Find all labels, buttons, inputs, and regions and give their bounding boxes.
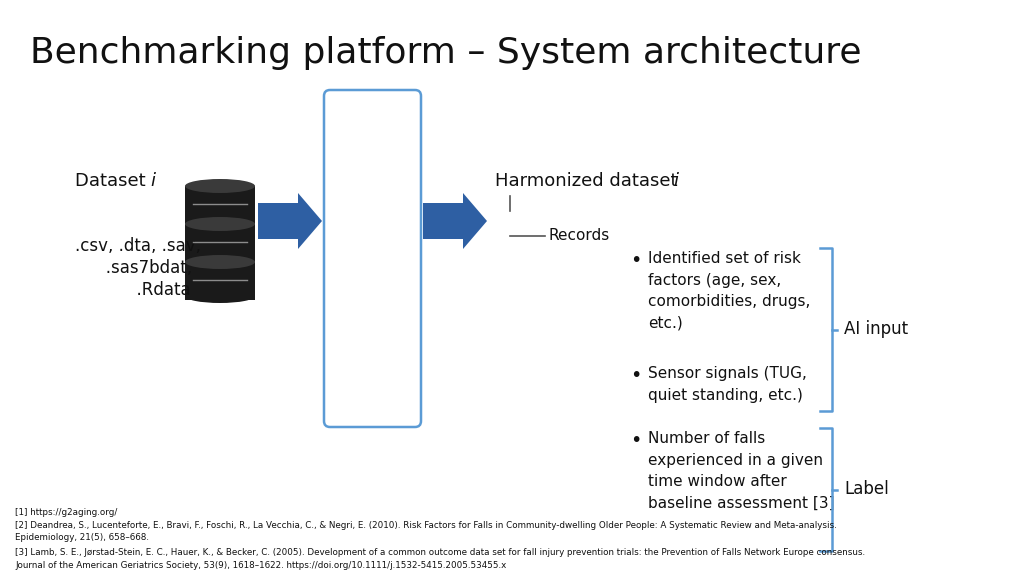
Ellipse shape [185,255,255,269]
Text: •: • [630,251,641,270]
Text: i: i [150,172,155,190]
Text: Benchmarking platform – System architecture: Benchmarking platform – System architect… [30,36,861,70]
Polygon shape [423,193,487,249]
Text: i: i [375,256,390,260]
Text: Harmonization script: Harmonization script [359,176,374,340]
Text: i: i [673,172,678,190]
Text: Dataset: Dataset [75,172,152,190]
FancyBboxPatch shape [324,90,421,427]
Text: •: • [630,366,641,385]
Text: .csv, .dta, .sav,: .csv, .dta, .sav, [75,237,201,255]
Ellipse shape [185,289,255,303]
FancyBboxPatch shape [185,186,255,224]
Polygon shape [258,193,322,249]
Text: Number of falls
experienced in a given
time window after
baseline assessment [3]: Number of falls experienced in a given t… [648,431,835,511]
Text: .Rdata: .Rdata [105,281,190,299]
FancyBboxPatch shape [185,262,255,300]
Text: Sensor signals (TUG,
quiet standing, etc.): Sensor signals (TUG, quiet standing, etc… [648,366,807,403]
Ellipse shape [185,217,255,231]
Ellipse shape [185,179,255,193]
Text: Harmonized dataset: Harmonized dataset [495,172,683,190]
Text: [3] Lamb, S. E., Jørstad-Stein, E. C., Hauer, K., & Becker, C. (2005). Developme: [3] Lamb, S. E., Jørstad-Stein, E. C., H… [15,548,865,570]
Text: AI input: AI input [844,320,908,339]
Text: [1] https://g2aging.org/: [1] https://g2aging.org/ [15,508,118,517]
Text: Records: Records [548,229,609,244]
Text: •: • [630,431,641,450]
Text: Identified set of risk
factors (age, sex,
comorbidities, drugs,
etc.): Identified set of risk factors (age, sex… [648,251,810,331]
FancyBboxPatch shape [185,224,255,262]
Text: [2] Deandrea, S., Lucenteforte, E., Bravi, F., Foschi, R., La Vecchia, C., & Neg: [2] Deandrea, S., Lucenteforte, E., Brav… [15,521,837,543]
Text: .sas7bdat,: .sas7bdat, [90,259,193,277]
Text: Label: Label [844,480,889,498]
